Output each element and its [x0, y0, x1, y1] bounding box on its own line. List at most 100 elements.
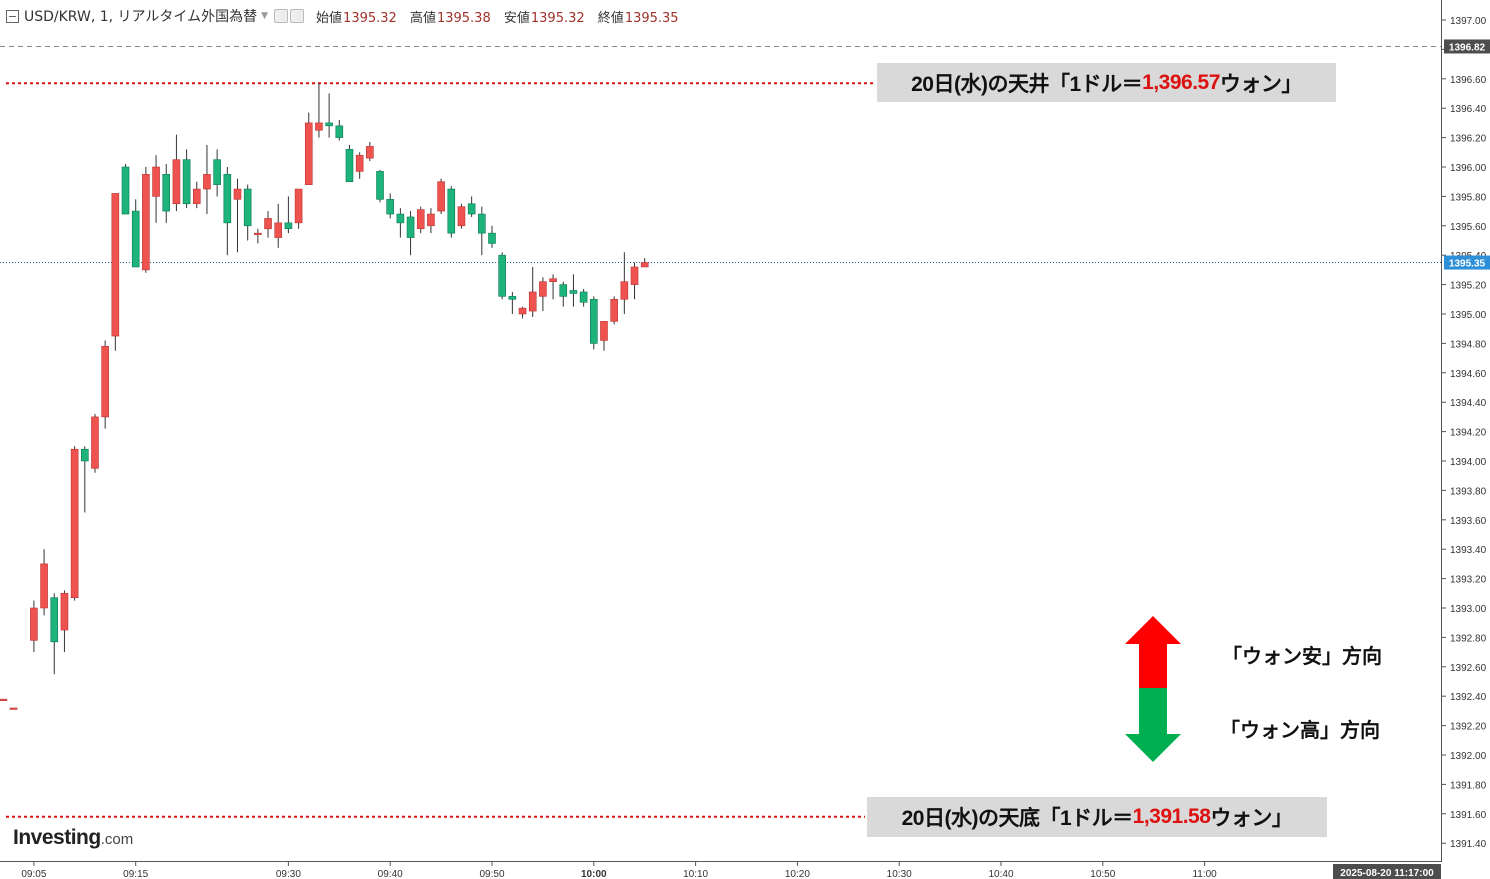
candle — [233, 178, 242, 253]
candle-body — [315, 122, 323, 131]
candle — [386, 193, 395, 219]
time-cursor-label: 2025-08-20 11:17:00 — [1340, 868, 1434, 879]
candle — [294, 188, 303, 229]
arrow-down-icon — [1125, 688, 1181, 762]
candle-body — [416, 209, 425, 230]
price-tick-label: 1393.80 — [1450, 486, 1487, 497]
candle-body — [396, 213, 405, 224]
price-tick-label: 1391.60 — [1450, 810, 1487, 821]
candle — [600, 321, 608, 351]
candle — [315, 83, 323, 138]
time-tick-label: 10:20 — [785, 869, 810, 879]
time-axis[interactable]: 09:0009:0509:1509:3009:4009:5010:0010:10… — [0, 862, 1217, 879]
candle-body — [243, 188, 252, 227]
won-weak-label: 「ウォン安」方向 — [1222, 646, 1382, 668]
price-tick-label: 1396.00 — [1450, 163, 1487, 174]
candle-body — [152, 166, 160, 197]
time-tick-label: 10:00 — [581, 869, 607, 879]
candle — [223, 167, 232, 256]
candle — [376, 169, 384, 203]
investing-logo: Investing.com — [13, 826, 133, 850]
candle-body — [539, 281, 547, 297]
candle — [467, 196, 476, 217]
candle-body — [254, 232, 262, 235]
candle-body — [0, 698, 8, 701]
candle — [427, 208, 435, 234]
time-tick-label: 10:50 — [1090, 869, 1115, 879]
crosshair-price-label: 1396.82 — [1449, 42, 1486, 53]
candle — [589, 296, 598, 350]
chart-header: USD/KRW, 1, リアルタイム外国為替 ▼ 始値1395.32 高値139… — [6, 6, 688, 26]
candle-body — [172, 159, 181, 205]
candle-body — [325, 122, 333, 127]
won-strong-label: 「ウォン高」方向 — [1220, 720, 1380, 742]
time-tick-label: 09:30 — [276, 869, 301, 879]
high-annotation: 20日(水)の天井「1ドル＝ 1,396.57 ウォン」 — [877, 63, 1336, 102]
candle-body — [478, 213, 486, 234]
time-cursor-tag: 2025-08-20 11:17:00 — [1333, 864, 1441, 879]
candle — [437, 178, 445, 215]
candle — [528, 266, 537, 317]
time-tick-label: 09:50 — [479, 869, 504, 879]
candle — [274, 203, 283, 248]
logo-main: Investing — [13, 826, 101, 849]
low-annotation-prefix: 20日(水)の天底「1ドル＝ — [901, 807, 1134, 830]
candle — [142, 167, 150, 273]
time-tick-label: 10:40 — [988, 869, 1013, 879]
candle-body — [50, 597, 59, 643]
price-tick-label: 1395.00 — [1450, 310, 1487, 321]
candle-body — [630, 266, 639, 285]
high-value: 1395.38 — [436, 10, 491, 26]
price-tick-label: 1396.60 — [1450, 75, 1487, 86]
candle — [264, 211, 272, 238]
candle-body — [131, 210, 140, 268]
price-tick-label: 1397.00 — [1450, 16, 1487, 27]
price-tick-label: 1394.80 — [1450, 339, 1487, 350]
high-label: 高値 — [409, 10, 436, 26]
candle — [70, 446, 79, 601]
candle-body — [40, 563, 48, 609]
candle-body — [467, 203, 476, 215]
price-tick-label: 1392.80 — [1450, 633, 1487, 644]
candle — [254, 228, 262, 244]
price-axis[interactable]: 1397.001396.801396.601396.401396.201396.… — [1441, 16, 1487, 850]
candle-body — [182, 159, 191, 205]
price-tick-label: 1393.00 — [1450, 604, 1487, 615]
candle-body — [335, 125, 344, 138]
candle — [345, 144, 354, 183]
candle-body — [304, 122, 313, 185]
time-tick-label: 09:40 — [378, 869, 403, 879]
price-tick-label: 1391.40 — [1450, 839, 1487, 850]
candle-body — [549, 278, 557, 282]
chevron-down-icon[interactable]: ▼ — [261, 11, 269, 21]
candle-body — [294, 188, 303, 224]
candle-body — [427, 213, 435, 227]
candle-body — [30, 607, 38, 641]
candle — [131, 199, 140, 268]
candle — [569, 274, 578, 307]
symbol-title[interactable]: USD/KRW, 1, リアルタイム外国為替 — [24, 9, 258, 25]
candle — [478, 206, 486, 256]
settings-icon[interactable] — [290, 9, 305, 23]
candle — [620, 252, 629, 314]
time-tick-label: 10:30 — [887, 869, 912, 879]
low-value: 1395.32 — [530, 10, 585, 26]
candle — [203, 144, 211, 215]
candle-body — [528, 291, 537, 312]
candle — [284, 196, 293, 234]
candle-body — [600, 321, 608, 341]
candle-body — [233, 188, 242, 200]
high-annotation-prefix: 20日(水)の天井「1ドル＝ — [911, 72, 1143, 96]
candle-body — [610, 298, 618, 322]
candle-body — [81, 448, 89, 462]
eye-icon[interactable] — [274, 9, 289, 23]
candle-body — [447, 188, 456, 234]
last-price-tag: 1395.35 — [1444, 255, 1490, 270]
candle — [406, 211, 415, 256]
candle — [488, 225, 496, 248]
candle-body — [213, 159, 221, 185]
collapse-icon[interactable] — [6, 9, 19, 23]
candle — [396, 208, 405, 238]
last-price-label: 1395.35 — [1449, 259, 1486, 270]
candle-body — [203, 174, 211, 190]
